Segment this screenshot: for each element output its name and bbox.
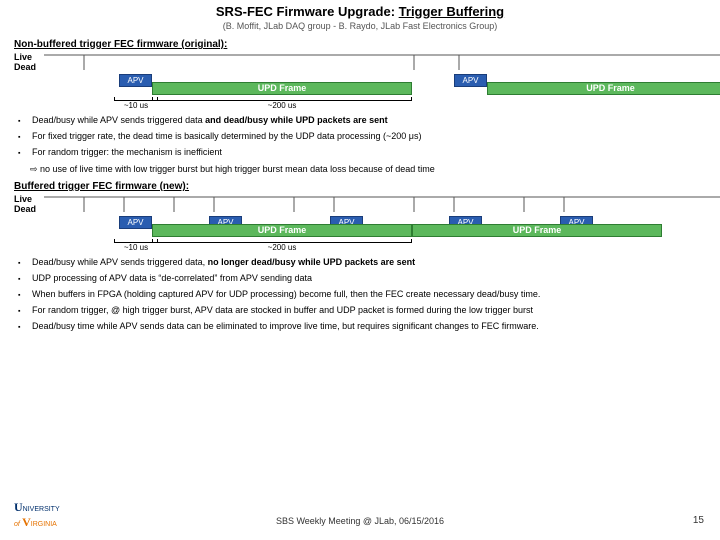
footer: UNIVERSITY of VIRGINIA SBS Weekly Meetin… <box>0 504 720 534</box>
dead-label: Dead <box>14 62 36 72</box>
bullet-item: Dead/busy while APV sends triggered data… <box>14 256 720 269</box>
bullet-item: Dead/busy time while APV sends data can … <box>14 320 720 333</box>
bullet-item: UDP processing of APV data is “de-correl… <box>14 272 720 285</box>
section2-header: Buffered trigger FEC firmware (new): <box>14 181 720 192</box>
time-bracket-200us: ~200 us <box>152 97 412 110</box>
page-number: 15 <box>693 515 704 526</box>
dead-label-2: Dead <box>14 204 36 214</box>
bullet-item: When buffers in FPGA (holding captured A… <box>14 288 720 301</box>
section1-header: Non-buffered trigger FEC firmware (origi… <box>14 39 720 50</box>
indent-note: ⇨ no use of live time with low trigger b… <box>30 163 720 175</box>
page-title: SRS-FEC Firmware Upgrade: Trigger Buffer… <box>0 4 720 19</box>
title-highlight: Trigger Buffering <box>399 4 504 19</box>
upd-frame-box: UPD Frame <box>412 224 662 237</box>
bullet-item: For random trigger: the mechanism is ine… <box>14 146 720 159</box>
apv-box: APV <box>454 74 487 87</box>
subtitle: (B. Moffit, JLab DAQ group - B. Raydo, J… <box>0 21 720 31</box>
bullet-item: For random trigger, @ high trigger burst… <box>14 304 720 317</box>
apv-box: APV <box>119 216 152 229</box>
timing-diagram-original: Live Dead APVAPVUPD FrameUPD Frame~10 us… <box>14 52 706 110</box>
upd-frame-box: UPD Frame <box>487 82 720 95</box>
bullet-item: For fixed trigger rate, the dead time is… <box>14 130 720 143</box>
title-prefix: SRS-FEC Firmware Upgrade: <box>216 4 399 19</box>
live-label: Live <box>14 52 36 62</box>
title-area: SRS-FEC Firmware Upgrade: Trigger Buffer… <box>0 0 720 33</box>
bullets-section1: Dead/busy while APV sends triggered data… <box>14 114 720 159</box>
live-dead-labels-2: Live Dead <box>14 194 36 214</box>
bullets-section2: Dead/busy while APV sends triggered data… <box>14 256 720 333</box>
live-label-2: Live <box>14 194 36 204</box>
bullet-item: Dead/busy while APV sends triggered data… <box>14 114 720 127</box>
upd-frame-box: UPD Frame <box>152 224 412 237</box>
timing-diagram-buffered: Live Dead APVAPVAPVAPVAPVUPD FrameUPD Fr… <box>14 194 706 252</box>
apv-box: APV <box>119 74 152 87</box>
footer-center: SBS Weekly Meeting @ JLab, 06/15/2016 <box>0 516 720 526</box>
live-dead-labels: Live Dead <box>14 52 36 72</box>
upd-frame-box: UPD Frame <box>152 82 412 95</box>
time-bracket-200us: ~200 us <box>152 239 412 252</box>
